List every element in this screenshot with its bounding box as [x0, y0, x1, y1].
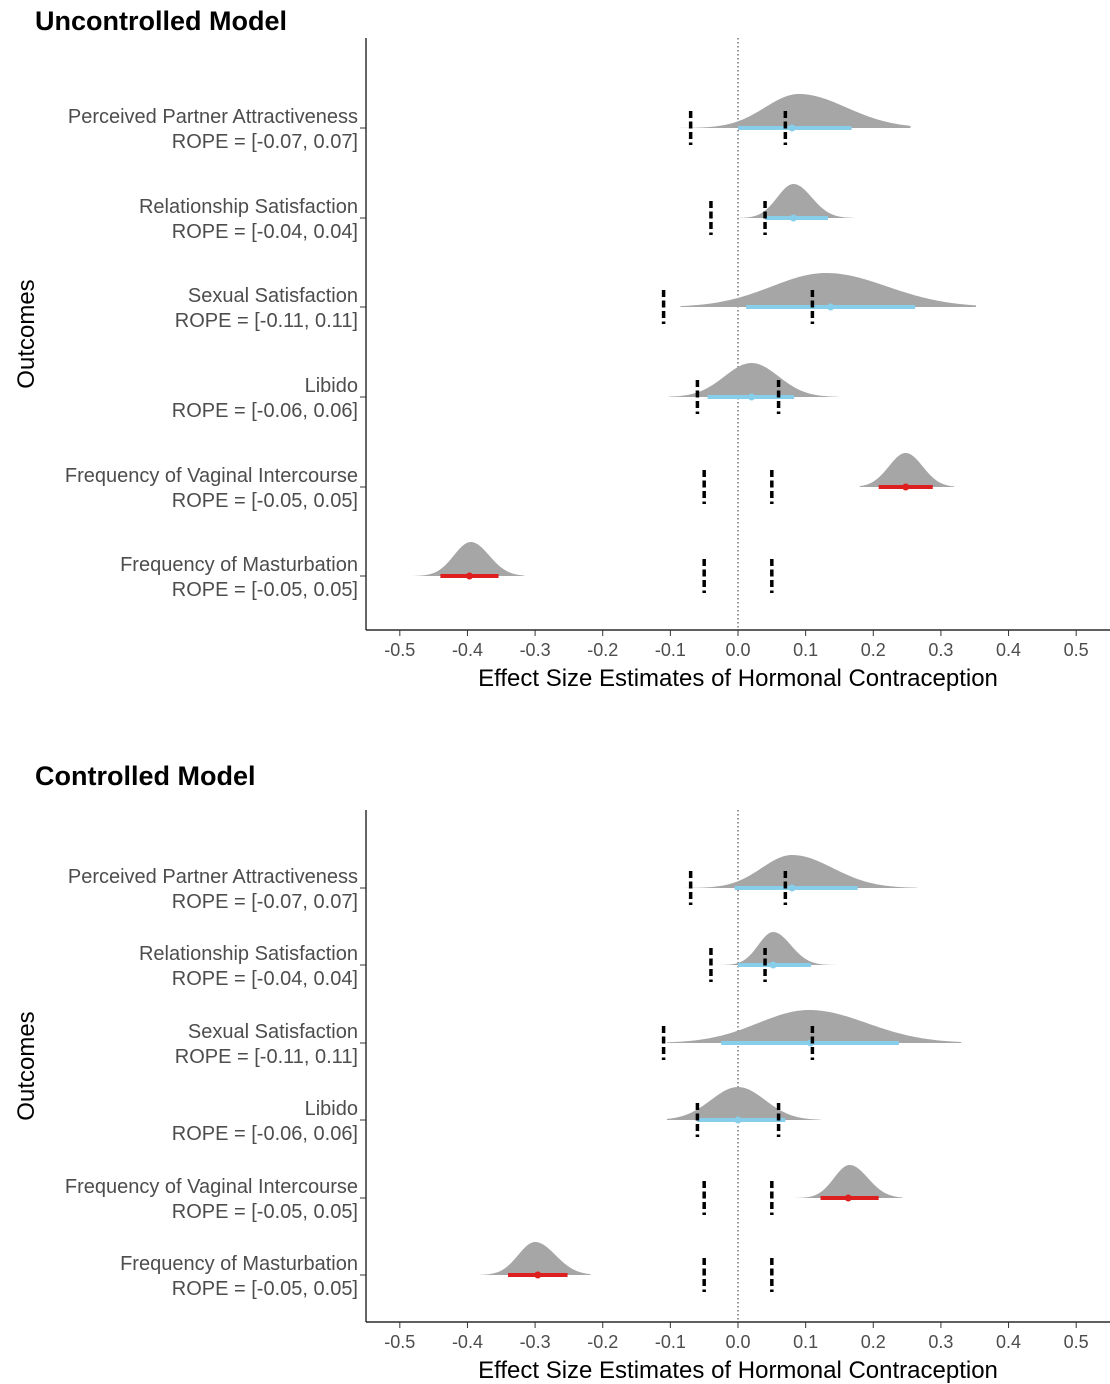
rope-label: ROPE = [-0.04, 0.04] — [172, 968, 358, 990]
rope-label: ROPE = [-0.06, 0.06] — [172, 1123, 358, 1145]
posterior-density — [717, 932, 841, 965]
controlled-model-panel: Controlled Model -0.5 -0.4 -0.3 -0.2 -0.1 0.0… — [0, 755, 1110, 1384]
x-axis-title: Effect Size Estimates of Hormonal Contra… — [478, 1357, 998, 1384]
x-tick-label: -0.1 — [655, 640, 686, 660]
point-estimate — [788, 124, 796, 132]
outcome-row: Frequency of Vaginal Intercourse ROPE = [… — [65, 453, 955, 512]
outcome-row: Frequency of Masturbation ROPE = [-0.05, … — [120, 1242, 774, 1300]
outcome-row: Perceived Partner Attractiveness ROPE = [… — [68, 855, 918, 913]
outcome-label: Libido — [305, 1098, 358, 1120]
controlled-model-chart: -0.5 -0.4 -0.3 -0.2 -0.1 0.0 0.1 0.2 0.3 0.4 0.5 Ef… — [13, 810, 1110, 1384]
x-tick-label: 0.5 — [1064, 640, 1089, 660]
outcome-label: Sexual Satisfaction — [188, 1021, 358, 1043]
point-estimate — [902, 483, 910, 491]
point-estimate — [465, 572, 473, 580]
outcome-row: Perceived Partner Attractiveness ROPE = [… — [68, 94, 911, 153]
rope-label: ROPE = [-0.06, 0.06] — [172, 400, 358, 422]
x-tick-label: -0.1 — [655, 1332, 686, 1352]
rope-label: ROPE = [-0.07, 0.07] — [172, 891, 358, 913]
outcome-row: Sexual Satisfaction ROPE = [-0.11, 0.11] — [175, 273, 977, 332]
outcome-label: Relationship Satisfaction — [139, 196, 358, 218]
point-estimate — [534, 1271, 542, 1279]
x-tick-label: 0.1 — [793, 640, 818, 660]
posterior-density — [795, 1165, 903, 1198]
outcome-label: Frequency of Vaginal Intercourse — [65, 1176, 358, 1198]
rope-label: ROPE = [-0.05, 0.05] — [172, 579, 358, 601]
point-estimate — [827, 303, 835, 311]
x-tick-label: -0.5 — [384, 1332, 415, 1352]
rope-label: ROPE = [-0.05, 0.05] — [172, 490, 358, 512]
x-tick-label: -0.4 — [452, 1332, 483, 1352]
uncontrolled-model-panel: Uncontrolled Model -0.5 -0.4 -0.3 -0.2 -0.1 0… — [13, 6, 1110, 692]
posterior-density — [859, 453, 955, 487]
x-tick-label: -0.2 — [587, 640, 618, 660]
point-estimate — [748, 393, 756, 401]
x-tick-label: 0.1 — [793, 1332, 818, 1352]
uncontrolled-model-chart: -0.5 -0.4 -0.3 -0.2 -0.1 0.0 0.1 0.2 0.3 0.4 0.5 Ef… — [13, 38, 1110, 692]
outcome-label: Frequency of Vaginal Intercourse — [65, 465, 358, 487]
x-tick-label: -0.5 — [384, 640, 415, 660]
rope-label: ROPE = [-0.11, 0.11] — [175, 1046, 358, 1068]
x-tick-label: -0.2 — [587, 1332, 618, 1352]
y-axis-title: Outcomes — [13, 279, 40, 388]
outcome-label: Libido — [305, 375, 358, 397]
panel-title: Controlled Model — [35, 761, 256, 791]
posterior-density — [731, 184, 855, 218]
point-estimate — [734, 1116, 742, 1124]
x-tick-label: 0.3 — [928, 1332, 953, 1352]
posterior-density — [666, 94, 911, 128]
x-tick-label: -0.3 — [520, 640, 551, 660]
x-axis-title: Effect Size Estimates of Hormonal Contra… — [478, 665, 998, 692]
outcome-row: Sexual Satisfaction ROPE = [-0.11, 0.11] — [175, 1010, 962, 1068]
x-tick-label: 0.2 — [861, 1332, 886, 1352]
rope-label: ROPE = [-0.05, 0.05] — [172, 1278, 358, 1300]
outcome-row: Libido ROPE = [-0.06, 0.06] — [172, 1087, 821, 1145]
outcome-label: Frequency of Masturbation — [120, 554, 358, 576]
posterior-density — [479, 1242, 591, 1275]
outcome-row: Frequency of Vaginal Intercourse ROPE = [… — [65, 1165, 903, 1223]
x-tick-label: 0.2 — [861, 640, 886, 660]
rope-label: ROPE = [-0.11, 0.11] — [175, 310, 358, 332]
point-estimate — [788, 884, 796, 892]
posterior-density — [680, 855, 918, 888]
point-estimate — [844, 1194, 852, 1202]
posterior-density — [666, 1087, 821, 1120]
outcome-row: Frequency of Masturbation ROPE = [-0.05, … — [120, 542, 774, 601]
outcome-row: Relationship Satisfaction ROPE = [-0.04, … — [139, 184, 855, 243]
x-tick-label: -0.4 — [452, 640, 483, 660]
y-axis-title: Outcomes — [13, 1011, 40, 1120]
posterior-density — [413, 542, 525, 576]
x-tick-label: 0.4 — [996, 640, 1021, 660]
outcome-label: Sexual Satisfaction — [188, 285, 358, 307]
x-tick-label: 0.0 — [725, 640, 750, 660]
x-tick-label: -0.3 — [520, 1332, 551, 1352]
outcome-row: Relationship Satisfaction ROPE = [-0.04, … — [139, 932, 841, 990]
outcome-label: Perceived Partner Attractiveness — [68, 106, 358, 128]
panel-title: Uncontrolled Model — [35, 6, 287, 36]
outcome-row: Libido ROPE = [-0.06, 0.06] — [172, 363, 839, 422]
x-tick-label: 0.3 — [928, 640, 953, 660]
x-tick-label: 0.4 — [996, 1332, 1021, 1352]
posterior-density — [669, 363, 839, 397]
rope-label: ROPE = [-0.04, 0.04] — [172, 221, 358, 243]
rope-label: ROPE = [-0.07, 0.07] — [172, 131, 358, 153]
point-estimate — [789, 214, 797, 222]
x-tick-label: 0.0 — [725, 1332, 750, 1352]
point-estimate — [769, 961, 777, 969]
rope-label: ROPE = [-0.05, 0.05] — [172, 1201, 358, 1223]
outcome-label: Relationship Satisfaction — [139, 943, 358, 965]
outcome-label: Perceived Partner Attractiveness — [68, 866, 358, 888]
x-tick-label: 0.5 — [1064, 1332, 1089, 1352]
outcome-label: Frequency of Masturbation — [120, 1253, 358, 1275]
posterior-density — [680, 273, 977, 307]
